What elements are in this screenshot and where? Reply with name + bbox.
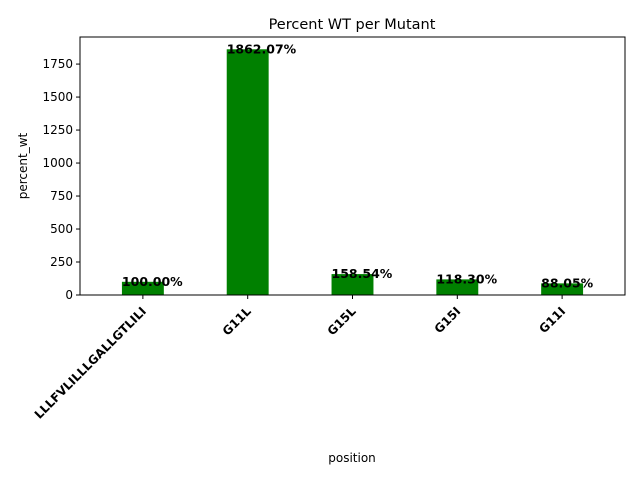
y-tick-label: 1500 bbox=[42, 90, 73, 104]
bars-group bbox=[121, 49, 584, 295]
plot-frame bbox=[79, 36, 626, 296]
x-tick-label: G15I bbox=[432, 304, 464, 336]
y-tick-label: 1000 bbox=[42, 156, 73, 170]
x-tick-label: LLLFVLILLLGALLGTLILI bbox=[32, 304, 149, 421]
data-label: 100.00% bbox=[122, 274, 183, 289]
y-tick-label: 750 bbox=[50, 189, 73, 203]
x-tick-label: G11I bbox=[536, 304, 568, 336]
data-label: 118.30% bbox=[436, 271, 497, 286]
y-tick-label: 500 bbox=[50, 222, 73, 236]
y-axis: 0 250 500 750 1000 1250 1500 1750 bbox=[42, 57, 80, 302]
data-label: 1862.07% bbox=[227, 41, 297, 56]
bar-g15l bbox=[331, 274, 374, 295]
x-tick-label: G15L bbox=[325, 304, 359, 338]
y-tick-label: 1250 bbox=[42, 123, 73, 137]
bar-g11l bbox=[226, 49, 269, 295]
y-tick-label: 250 bbox=[50, 255, 73, 269]
x-axis: LLLFVLILLLGALLGTLILI G11L G15L G15I G11I bbox=[32, 295, 568, 422]
bar-g11i bbox=[541, 283, 584, 295]
bar-lllfvlilllgallgtlili bbox=[121, 281, 164, 295]
y-tick-label: 0 bbox=[65, 288, 73, 302]
data-labels-group: 100.00% 1862.07% 158.54% 118.30% 88.05% bbox=[122, 41, 594, 290]
bar-g15i bbox=[436, 279, 479, 295]
y-axis-label: percent_wt bbox=[16, 132, 30, 199]
x-tick-label: G11L bbox=[220, 304, 254, 338]
data-label: 88.05% bbox=[541, 275, 594, 290]
data-label: 158.54% bbox=[332, 266, 393, 281]
y-tick-label: 1750 bbox=[42, 57, 73, 71]
x-axis-label: position bbox=[328, 451, 376, 465]
chart-title: Percent WT per Mutant bbox=[269, 17, 436, 33]
